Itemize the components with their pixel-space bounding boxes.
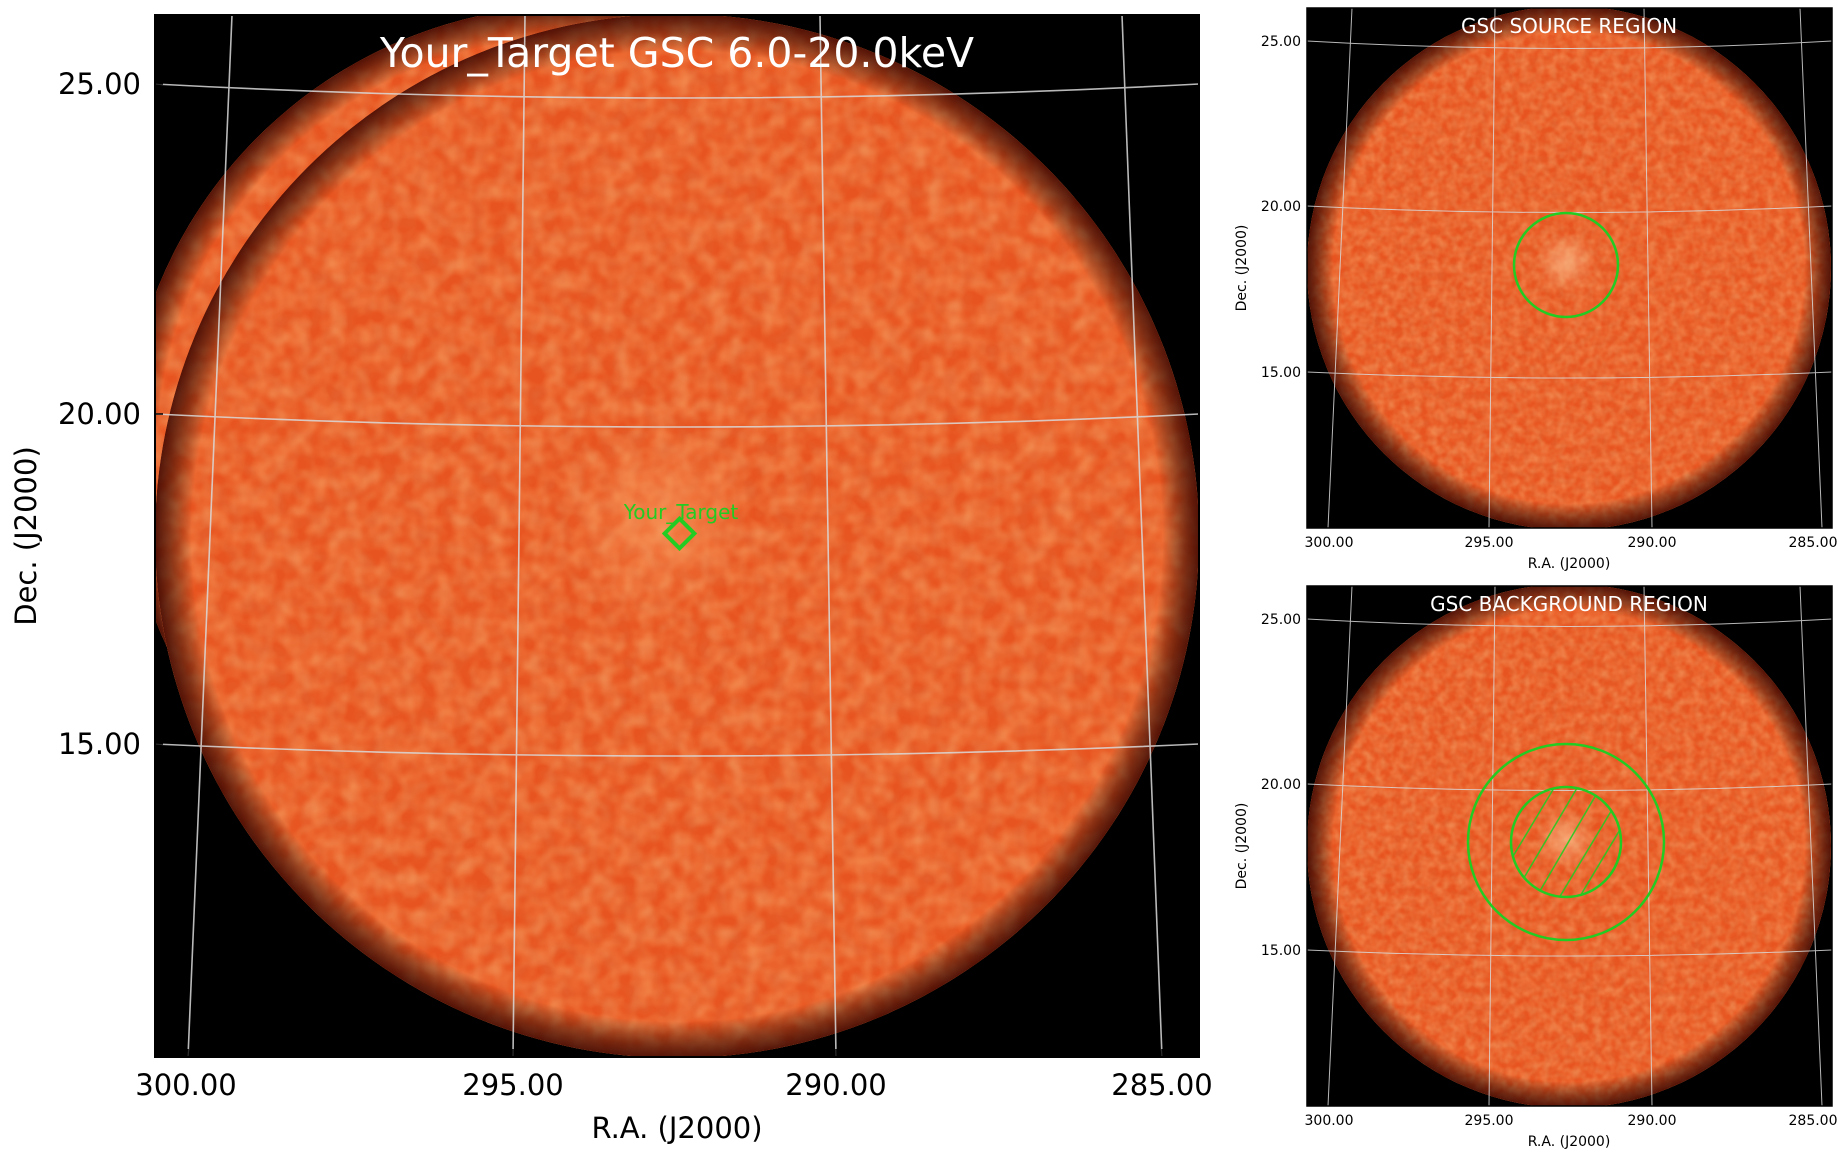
x-tick-label: 290.00: [1628, 535, 1677, 551]
x-tick-label: 300.00: [1305, 1113, 1354, 1129]
field-of-view-disc: [1307, 586, 1831, 1106]
main-panel: Your_Target Your_Target GSC 6.0-20.0keV …: [9, 14, 1213, 1145]
target-label: Your_Target: [623, 500, 739, 524]
y-tick-labels: 25.00 20.00 15.00: [1261, 34, 1301, 381]
plot-frame: [154, 14, 1200, 1058]
y-tick-labels: 25.00 20.00 15.00: [58, 67, 141, 761]
diamond-icon: [661, 515, 698, 552]
x-axis-label: R.A. (J2000): [591, 1111, 762, 1145]
y-tick-label: 20.00: [1261, 199, 1301, 215]
excluded-region-circle: [1509, 785, 1623, 899]
x-axis-label: R.A. (J2000): [1528, 556, 1611, 572]
background-region-panel: GSC BACKGROUND REGION 300.00 295.00 290.…: [1230, 578, 1838, 1156]
field-of-view-disc-full: [155, 15, 1199, 1057]
background-annulus-outer: [1466, 742, 1666, 942]
plot-frame: [1306, 7, 1833, 529]
y-tick-label: 20.00: [1261, 777, 1301, 793]
source-region-panel: GSC SOURCE REGION 300.00 295.00 290.00 2…: [1230, 0, 1838, 578]
tick-marks: [155, 83, 1163, 1057]
plot-frame: [1306, 585, 1833, 1107]
y-tick-label: 15.00: [1261, 365, 1301, 381]
x-tick-label: 295.00: [1465, 1113, 1514, 1129]
x-tick-label: 285.00: [1789, 535, 1838, 551]
field-of-view-disc: [1307, 8, 1831, 528]
y-tick-labels: 25.00 20.00 15.00: [1261, 612, 1301, 959]
coordinate-grid: [155, 15, 1199, 1057]
y-tick-label: 15.00: [1261, 943, 1301, 959]
main-title: Your_Target GSC 6.0-20.0keV: [379, 29, 974, 77]
y-tick-label: 20.00: [58, 397, 141, 431]
y-axis-label: Dec. (J2000): [1234, 803, 1250, 890]
source-region-circle: [1512, 211, 1620, 319]
x-tick-label: 300.00: [1305, 535, 1354, 551]
x-tick-label: 290.00: [785, 1068, 886, 1102]
x-tick-label: 285.00: [1789, 1113, 1838, 1129]
y-tick-label: 15.00: [58, 727, 141, 761]
y-tick-label: 25.00: [58, 67, 141, 101]
x-axis-label: R.A. (J2000): [1528, 1134, 1611, 1150]
y-tick-label: 25.00: [1261, 612, 1301, 628]
y-axis-label: Dec. (J2000): [9, 446, 43, 626]
x-tick-label: 295.00: [462, 1068, 563, 1102]
x-tick-labels: 300.00 295.00 290.00 285.00: [1305, 535, 1838, 551]
x-tick-label: 290.00: [1628, 1113, 1677, 1129]
source-title: GSC SOURCE REGION: [1461, 14, 1677, 38]
x-tick-labels: 300.00 295.00 290.00 285.00: [1305, 1113, 1838, 1129]
x-tick-label: 295.00: [1465, 535, 1514, 551]
target-marker: Your_Target: [623, 500, 739, 552]
y-tick-label: 25.00: [1261, 34, 1301, 50]
x-tick-label: 285.00: [1111, 1068, 1212, 1102]
y-axis-label: Dec. (J2000): [1234, 225, 1250, 312]
x-tick-labels: 300.00 295.00 290.00 285.00: [135, 1068, 1212, 1102]
coordinate-grid: [1307, 586, 1832, 1106]
x-tick-label: 300.00: [135, 1068, 236, 1102]
background-title: GSC BACKGROUND REGION: [1430, 592, 1708, 616]
